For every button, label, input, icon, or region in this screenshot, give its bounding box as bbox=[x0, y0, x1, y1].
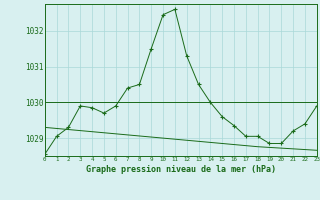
X-axis label: Graphe pression niveau de la mer (hPa): Graphe pression niveau de la mer (hPa) bbox=[86, 165, 276, 174]
